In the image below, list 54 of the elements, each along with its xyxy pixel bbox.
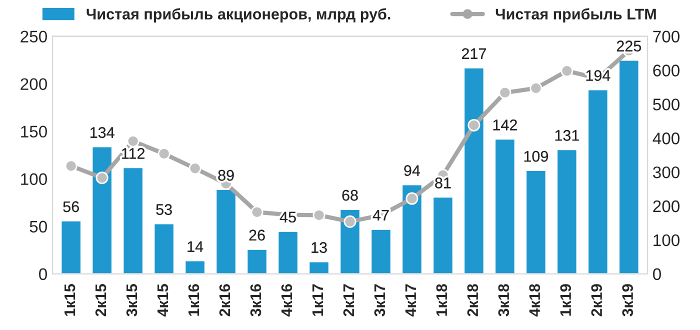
x-tick-label: 3к16 [250,284,262,316]
data-label: 89 [218,170,234,181]
x-tick-label: 1к16 [188,284,200,316]
data-label: 47 [372,210,389,221]
legend-label: Чистая прибыль LTM [496,8,656,23]
y-tick-label: 150 [21,126,47,138]
x-tick-label: 1к18 [436,284,448,316]
x-tick-label: 1к17 [312,284,323,316]
data-label: 26 [249,230,265,241]
x-tick-label: 3к15 [126,284,138,316]
data-label: 81 [435,178,451,188]
data-label: 56 [63,201,79,212]
y2-tick-label: 300 [652,166,680,178]
x-tick-label: 3к19 [622,284,634,316]
y2-tick-label: 600 [653,64,680,76]
x-tick-label: 4к18 [529,284,540,317]
y-tick-label: 50 [30,220,47,233]
x-tick-label: 3к17 [374,284,386,316]
data-label: 194 [586,70,610,81]
data-label: 134 [90,127,114,138]
data-label: 131 [555,130,579,141]
y-tick-label: 200 [20,78,47,90]
data-label: 14 [188,241,204,252]
data-label: 112 [122,148,144,159]
data-label: 94 [404,165,420,176]
y2-tick-label: 200 [653,200,680,212]
x-tick-label: 4к15 [158,284,168,317]
data-label: 217 [462,48,486,59]
y-tick-label: 250 [20,30,47,43]
x-tick-label: 1к19 [560,284,572,316]
x-tick-label: 2к17 [343,284,354,316]
legend-label: Чистая прибыль акционеров, млрд руб. [86,8,390,23]
x-tick-label: 4к16 [281,284,292,317]
x-tick-label: 2к16 [219,284,230,316]
x-tick-label: 2к18 [467,284,478,316]
x-tick-label: 3к18 [498,284,510,316]
data-label: 225 [616,40,642,52]
y-tick-label: 100 [21,173,47,186]
x-tick-label: 4к17 [405,284,416,317]
x-tick-label: 2к15 [95,284,106,316]
data-label: 142 [493,120,517,130]
y-tick-label: 0 [39,268,47,280]
y2-tick-label: 700 [653,30,680,43]
x-tick-label: 2к19 [591,284,602,316]
data-label: 53 [156,204,172,215]
y2-tick-label: 500 [653,98,680,110]
y2-tick-label: 100 [654,234,680,246]
data-label: 45 [280,212,296,223]
data-label: 13 [312,242,327,253]
y2-tick-label: 400 [652,132,680,144]
data-label: 68 [342,190,358,201]
data-label: 109 [524,150,548,162]
y2-tick-label: 0 [653,268,661,280]
x-tick-label: 1к15 [64,284,76,316]
